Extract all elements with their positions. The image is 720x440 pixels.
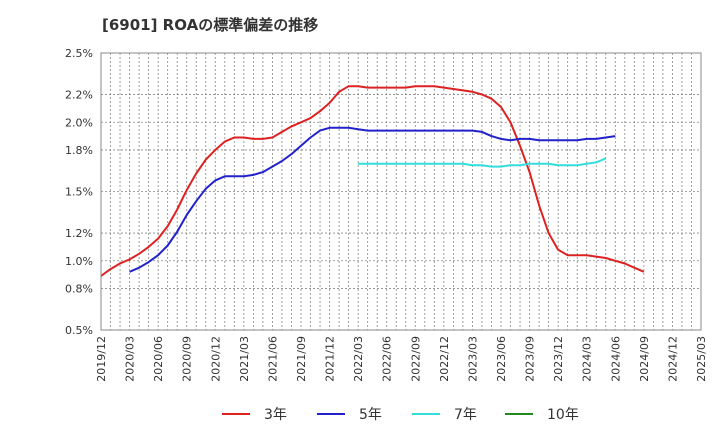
x-tick-label: 2021/06	[266, 336, 279, 382]
legend-label: 7年	[454, 407, 477, 423]
y-axis-ticks: 0.5% 0.8% 1.0% 1.2% 1.5% 1.8% 2.0% 2.2% 2.5%	[65, 47, 93, 337]
x-tick-label: 2019/12	[95, 336, 108, 382]
series-line-5年	[129, 126, 616, 273]
series-line-3年	[100, 85, 645, 277]
x-tick-label: 2025/03	[695, 336, 708, 382]
x-tick-label: 2024/06	[609, 336, 622, 382]
x-tick-label: 2023/03	[466, 336, 479, 382]
x-tick-label: 2023/09	[524, 336, 537, 382]
y-tick-label: 2.2%	[65, 89, 93, 102]
series-line-7年	[358, 157, 607, 168]
x-tick-label: 2022/03	[352, 336, 365, 382]
x-tick-label: 2021/09	[295, 336, 308, 382]
plot-border	[100, 52, 702, 331]
y-tick-label: 0.5%	[65, 324, 93, 337]
y-tick-label: 0.8%	[65, 282, 93, 295]
y-tick-label: 2.0%	[65, 116, 93, 129]
x-tick-label: 2023/06	[495, 336, 508, 382]
plot-frame	[100, 52, 702, 331]
x-tick-label: 2024/03	[581, 336, 594, 382]
x-axis-ticks: 2019/12 2020/03 2020/06 2020/09 2020/12 2021/…	[95, 336, 708, 382]
x-tick-label: 2024/12	[666, 336, 679, 382]
y-tick-label: 2.5%	[65, 47, 93, 60]
y-tick-label: 1.5%	[65, 186, 93, 199]
x-tick-label: 2020/12	[209, 336, 222, 382]
x-tick-label: 2022/06	[381, 336, 394, 382]
chart-title: [6901] ROAの標準偏差の推移	[102, 16, 319, 34]
x-tick-label: 2020/09	[181, 336, 194, 382]
grid-lines	[100, 52, 702, 331]
legend: 3年 5年 7年 10年	[222, 407, 579, 423]
legend-label: 5年	[359, 407, 382, 423]
legend-label: 10年	[547, 407, 579, 423]
x-tick-label: 2020/03	[124, 336, 137, 382]
legend-label: 3年	[264, 407, 287, 423]
y-tick-label: 1.8%	[65, 144, 93, 157]
x-tick-label: 2020/06	[152, 336, 165, 382]
y-tick-label: 1.2%	[65, 227, 93, 240]
x-tick-label: 2022/09	[409, 336, 422, 382]
x-tick-label: 2021/12	[324, 336, 337, 382]
x-tick-label: 2021/03	[238, 336, 251, 382]
series-lines	[100, 85, 645, 277]
y-tick-label: 1.0%	[65, 255, 93, 268]
x-tick-label: 2022/12	[438, 336, 451, 382]
x-tick-label: 2024/09	[638, 336, 651, 382]
x-tick-label: 2023/12	[552, 336, 565, 382]
